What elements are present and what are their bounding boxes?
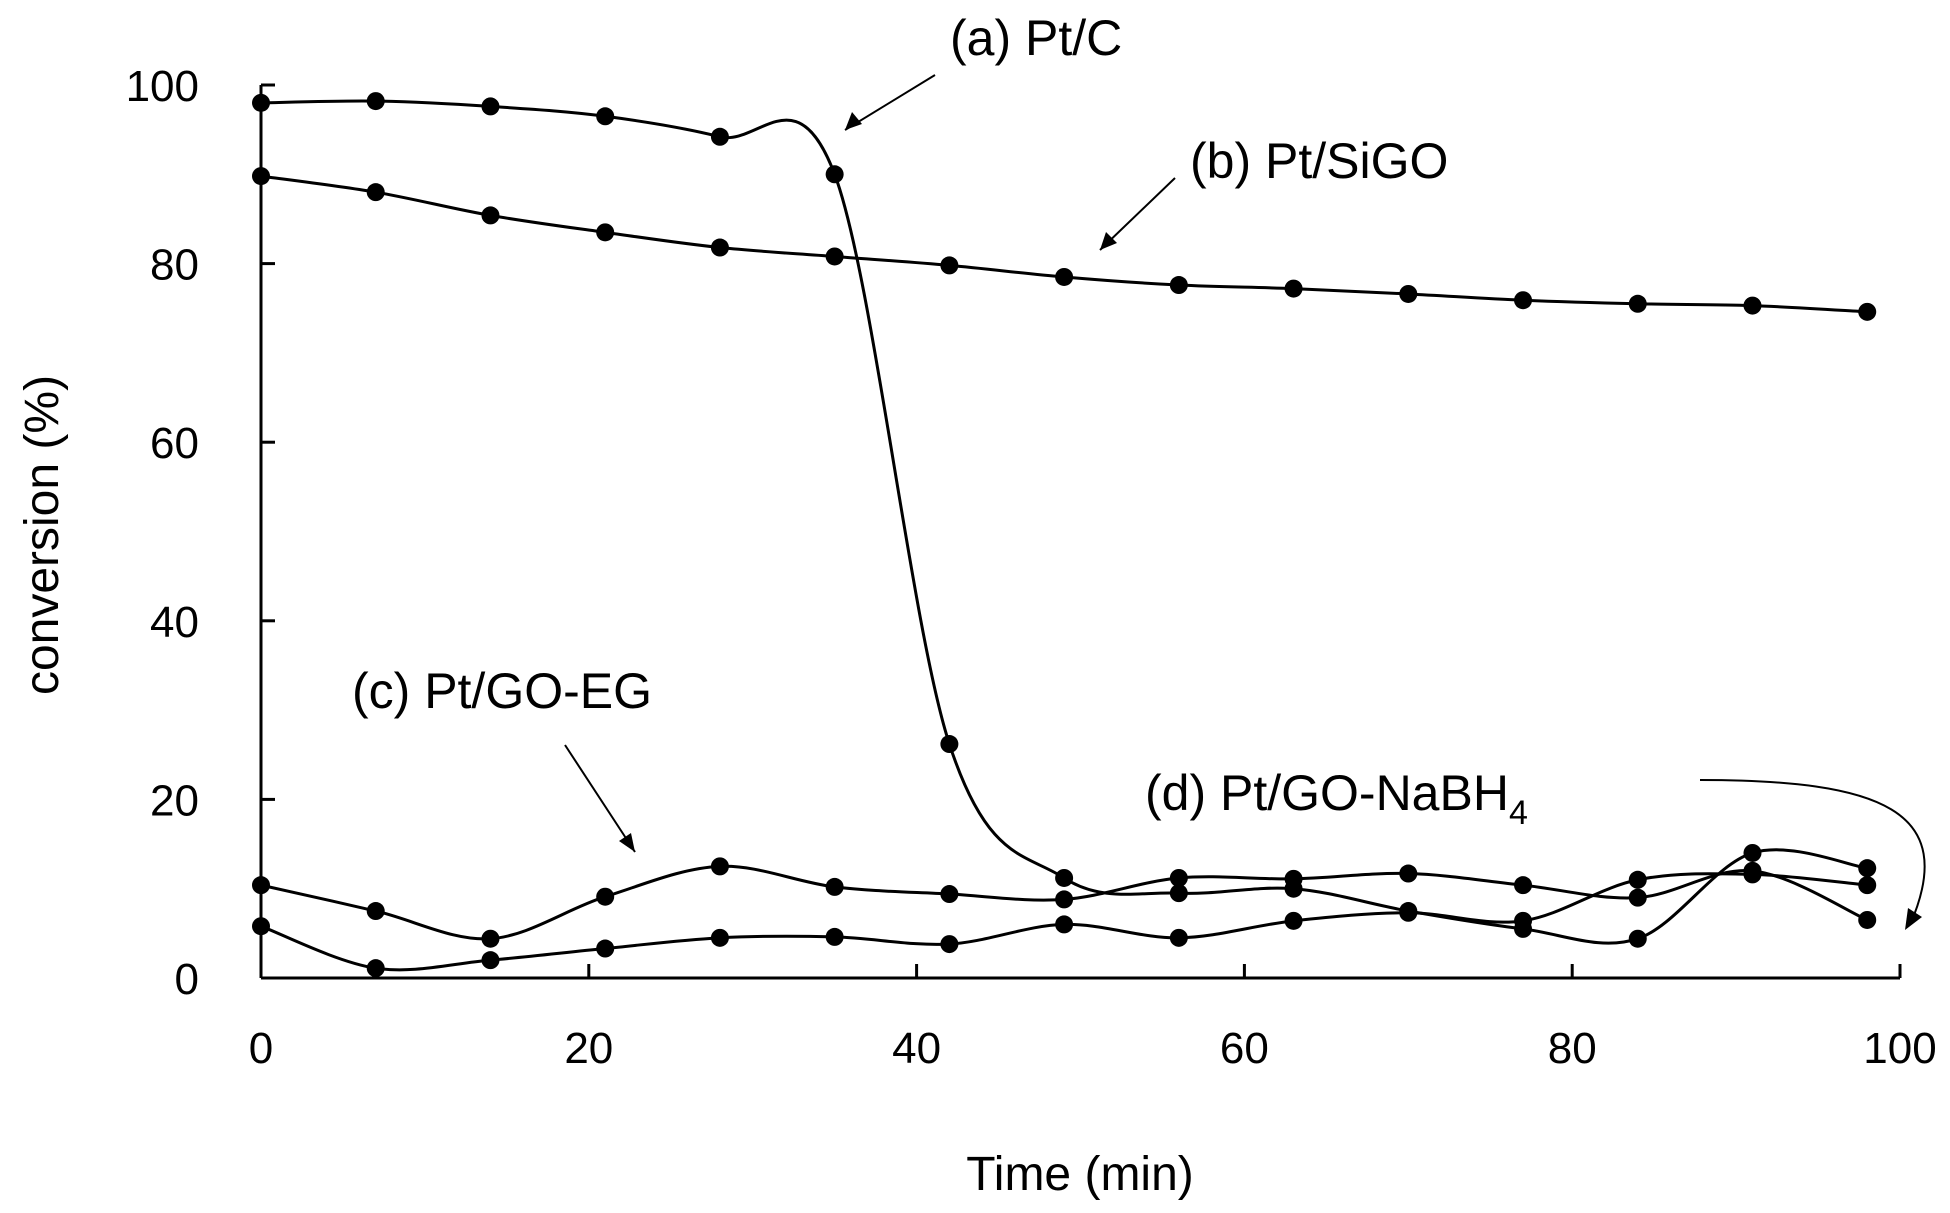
- series-0-point-14: [1858, 859, 1877, 878]
- annotation-b-arrowhead: [1100, 232, 1117, 250]
- series-1-point-7: [1055, 267, 1074, 286]
- series-3-point-7: [1055, 890, 1074, 909]
- annotation-a-arrowhead: [845, 112, 862, 130]
- series-3-point-10: [1399, 864, 1418, 883]
- annotation-d-label: (d) Pt/GO-NaBH: [1145, 765, 1509, 821]
- series-3-point-8: [1169, 868, 1188, 887]
- series-0-point-4: [710, 127, 729, 146]
- annotation-b-arrow: [1099, 177, 1176, 251]
- series-0: [252, 92, 1877, 948]
- annotation-d: (d) Pt/GO-NaBH4: [1145, 765, 1528, 832]
- x-tick-label-5: 100: [1863, 1024, 1936, 1073]
- annotation-a-arrow: [844, 74, 936, 131]
- series-1-point-10: [1399, 284, 1418, 303]
- series-1-point-5: [825, 247, 844, 266]
- annotations: (a) Pt/C (b) Pt/SiGO (c) Pt/GO-EG (d) Pt…: [352, 10, 1926, 930]
- series-1-point-3: [596, 223, 615, 242]
- series-1-point-11: [1514, 291, 1533, 310]
- series-2-point-4: [710, 928, 729, 947]
- series-2-point-6: [940, 935, 959, 954]
- series-0-point-7: [1055, 868, 1074, 887]
- x-tick-label-1: 20: [564, 1024, 613, 1073]
- x-axis-title: Time (min): [966, 1148, 1194, 1201]
- series-3-point-5: [825, 877, 844, 896]
- series-3-point-6: [940, 885, 959, 904]
- series-1-line: [260, 174, 1868, 314]
- series-0-point-13: [1743, 843, 1762, 862]
- axes: [259, 85, 1900, 980]
- series-2-point-11: [1514, 911, 1533, 930]
- series-2-point-10: [1399, 903, 1418, 922]
- series-2-point-12: [1628, 870, 1647, 889]
- series-3-point-13: [1743, 861, 1762, 880]
- y-axis-title: conversion (%): [16, 375, 69, 695]
- y-tick-label-4: 80: [150, 241, 199, 290]
- ticks: 0 20 40 60 80 100 0 20 40 60 80 100: [126, 62, 1937, 1073]
- series-1-point-12: [1628, 294, 1647, 313]
- series-layer: [252, 92, 1877, 978]
- series-1-point-4: [710, 238, 729, 257]
- series-2-point-8: [1169, 928, 1188, 947]
- x-tick-label-0: 0: [249, 1024, 273, 1073]
- annotation-c: (c) Pt/GO-EG: [352, 663, 652, 719]
- series-2-point-7: [1055, 915, 1074, 934]
- annotation-d-subscript: 4: [1509, 794, 1528, 832]
- series-1-point-2: [481, 206, 500, 225]
- x-tick-label-2: 40: [892, 1024, 941, 1073]
- series-0-point-8: [1169, 884, 1188, 903]
- y-tick-label-2: 40: [150, 598, 199, 647]
- x-tick-label-3: 60: [1220, 1024, 1269, 1073]
- annotation-d-arrow: [1699, 779, 1926, 926]
- series-0-point-5: [825, 165, 844, 184]
- annotation-b: (b) Pt/SiGO: [1190, 133, 1448, 189]
- series-1-point-13: [1743, 296, 1762, 315]
- series-0-point-2: [481, 97, 500, 116]
- annotation-c-arrowhead: [619, 833, 635, 852]
- series-0-point-12: [1628, 929, 1647, 948]
- series-3-point-11: [1514, 876, 1533, 895]
- x-tick-label-4: 80: [1548, 1024, 1597, 1073]
- series-1: [252, 167, 1877, 321]
- series-3-point-3: [596, 887, 615, 906]
- annotation-c-arrow: [564, 744, 636, 853]
- series-1-point-1: [366, 183, 385, 202]
- series-0-point-6: [940, 735, 959, 754]
- series-3: [252, 857, 1877, 948]
- series-3-point-14: [1858, 910, 1877, 929]
- series-3-point-12: [1628, 888, 1647, 907]
- series-2-point-9: [1284, 911, 1303, 930]
- series-1-point-8: [1169, 276, 1188, 295]
- annotation-d-arrowhead: [1905, 908, 1922, 930]
- series-1-point-14: [1858, 302, 1877, 321]
- y-tick-label-1: 20: [150, 776, 199, 825]
- y-tick-label-5: 100: [126, 62, 199, 111]
- series-2-point-14: [1858, 876, 1877, 895]
- annotation-a: (a) Pt/C: [950, 10, 1122, 66]
- series-2-point-1: [366, 959, 385, 978]
- series-0-point-3: [596, 107, 615, 126]
- series-3-point-1: [366, 902, 385, 921]
- series-2-point-3: [596, 939, 615, 958]
- series-3-point-9: [1284, 869, 1303, 888]
- y-tick-label-0: 0: [175, 955, 199, 1004]
- series-0-point-1: [366, 92, 385, 111]
- series-1-point-9: [1284, 279, 1303, 298]
- series-3-point-4: [710, 857, 729, 876]
- series-0-line: [260, 99, 1868, 945]
- series-2-point-5: [825, 927, 844, 946]
- series-1-point-6: [940, 256, 959, 275]
- series-2-point-2: [481, 951, 500, 970]
- y-tick-label-3: 60: [150, 419, 199, 468]
- series-3-point-2: [481, 929, 500, 948]
